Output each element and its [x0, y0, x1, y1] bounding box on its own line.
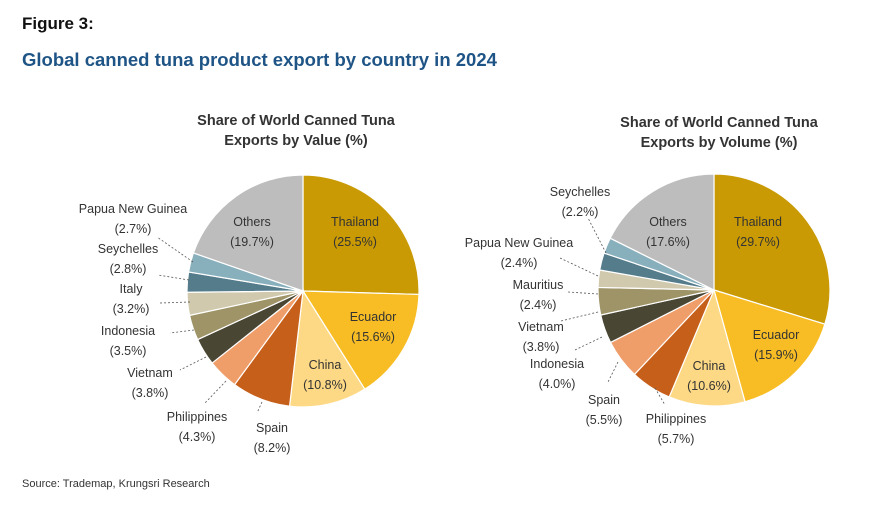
- slice-value-others: (17.6%): [646, 235, 690, 249]
- slice-label-spain: Spain: [588, 393, 620, 407]
- slice-value-spain: (5.5%): [586, 413, 623, 427]
- source-note: Source: Trademap, Krungsri Research: [22, 478, 210, 490]
- slice-label-others: Others: [649, 215, 687, 229]
- leader-line-papua-new-guinea: [559, 257, 599, 277]
- leader-line-seychelles: [157, 274, 190, 281]
- slice-label-vietnam: Vietnam: [127, 366, 173, 380]
- slice-label-spain: Spain: [256, 421, 288, 435]
- slice-label-vietnam: Vietnam: [518, 320, 564, 334]
- slice-value-ecuador: (15.6%): [351, 330, 395, 344]
- slice-value-china: (10.8%): [303, 378, 347, 392]
- leader-line-philippines: [204, 380, 227, 404]
- slice-value-indonesia: (3.5%): [110, 344, 147, 358]
- slice-value-papua-new-guinea: (2.4%): [501, 256, 538, 270]
- leader-line-philippines: [654, 387, 666, 406]
- slice-label-thailand: Thailand: [331, 215, 379, 229]
- pie-slice-ecuador: [713, 289, 826, 403]
- leader-line-indonesia: [574, 336, 603, 351]
- slice-value-vietnam: (3.8%): [132, 386, 169, 400]
- slice-value-papua-new-guinea: (2.7%): [115, 222, 152, 236]
- leader-line-mauritius: [567, 291, 599, 295]
- chart-title-line-1: Share of World Canned Tuna: [197, 113, 396, 129]
- slice-value-indonesia: (4.0%): [539, 377, 576, 391]
- pie-slice-china: [288, 289, 366, 408]
- slice-label-ecuador: Ecuador: [350, 310, 397, 324]
- pie-slice-others: [609, 173, 715, 291]
- leader-line-spain: [256, 401, 263, 414]
- pie-chart-value: Share of World Canned Tuna Exports by Val…: [79, 113, 420, 455]
- slice-value-ecuador: (15.9%): [754, 348, 798, 362]
- slice-label-thailand: Thailand: [734, 215, 782, 229]
- slice-label-philippines: Philippines: [167, 410, 227, 424]
- slice-value-others: (19.7%): [230, 235, 274, 249]
- slice-label-seychelles: Seychelles: [550, 185, 610, 199]
- figure-title: Global canned tuna product export by cou…: [22, 49, 497, 70]
- slice-label-ecuador: Ecuador: [753, 328, 800, 342]
- slice-value-thailand: (25.5%): [333, 235, 377, 249]
- pie-slice-china: [668, 288, 746, 407]
- leader-line-vietnam: [179, 356, 207, 371]
- slice-label-indonesia: Indonesia: [530, 357, 584, 371]
- slice-label-indonesia: Indonesia: [101, 324, 155, 338]
- chart-title-line-1: Share of World Canned Tuna: [620, 115, 819, 131]
- leader-line-italy: [159, 301, 191, 304]
- slice-label-seychelles: Seychelles: [98, 242, 158, 256]
- leader-line-papua-new-guinea: [156, 236, 194, 263]
- slice-value-mauritius: (2.4%): [520, 298, 557, 312]
- slice-value-seychelles: (2.8%): [110, 262, 147, 276]
- leader-line-spain: [607, 361, 619, 383]
- slice-label-italy: Italy: [120, 282, 144, 296]
- slice-label-papua-new-guinea: Papua New Guinea: [465, 236, 573, 250]
- slice-label-china: China: [693, 359, 726, 373]
- slice-value-vietnam: (3.8%): [523, 340, 560, 354]
- slice-label-others: Others: [233, 215, 271, 229]
- slice-value-china: (10.6%): [687, 379, 731, 393]
- slice-value-philippines: (5.7%): [658, 432, 695, 446]
- slice-label-china: China: [309, 358, 342, 372]
- leader-line-indonesia: [169, 329, 195, 334]
- chart-title-line-2: Exports by Value (%): [224, 133, 368, 149]
- pie-slice-thailand: [713, 173, 831, 325]
- figure-label: Figure 3:: [22, 14, 94, 33]
- slice-value-italy: (3.2%): [113, 302, 150, 316]
- pie-slice-others: [192, 174, 304, 292]
- pie-slice-ecuador: [301, 290, 420, 390]
- leader-line-seychelles: [587, 217, 607, 254]
- leader-line-vietnam: [560, 311, 599, 322]
- slice-label-mauritius: Mauritius: [513, 278, 564, 292]
- slice-value-thailand: (29.7%): [736, 235, 780, 249]
- pie-slice-thailand: [302, 174, 420, 296]
- slice-value-spain: (8.2%): [254, 441, 291, 455]
- slice-value-philippines: (4.3%): [179, 430, 216, 444]
- chart-title-line-2: Exports by Volume (%): [641, 135, 798, 151]
- slice-label-papua-new-guinea: Papua New Guinea: [79, 202, 187, 216]
- slice-label-philippines: Philippines: [646, 412, 706, 426]
- slice-value-seychelles: (2.2%): [562, 205, 599, 219]
- pie-chart-volume: Share of World Canned Tuna Exports by Vol…: [465, 115, 831, 446]
